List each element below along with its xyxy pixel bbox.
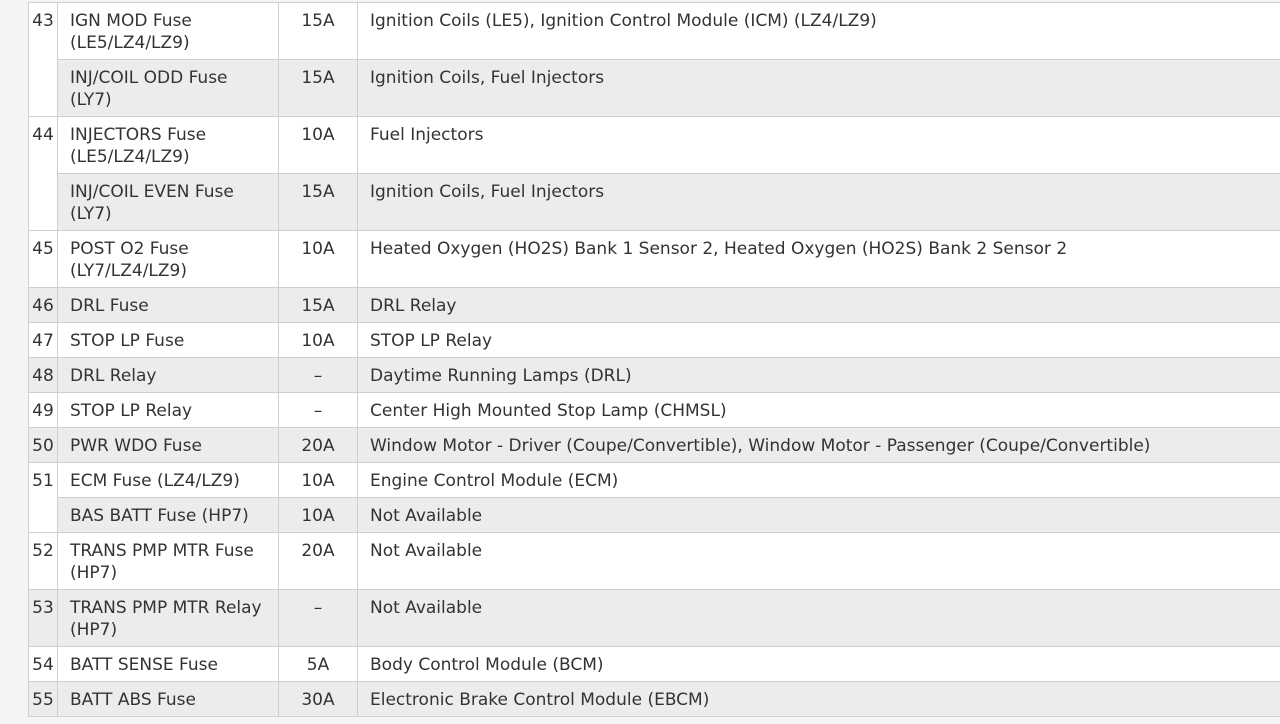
usage-cell: Fuel Injectors (357, 116, 1280, 174)
fuse-name-cell: POST O2 Fuse (LY7/LZ4/LZ9) (57, 230, 279, 288)
fuse-name-cell: INJ/COIL ODD Fuse (LY7) (57, 59, 279, 117)
table-row: 44 INJECTORS Fuse (LE5/LZ4/LZ9) 10A Fuel In… (28, 116, 1280, 231)
table-row: 48 DRL Relay – Daytime Running Lamps (DRL) (28, 357, 1280, 393)
fuse-number-cell: 47 (28, 322, 58, 358)
fuse-name-cell: IGN MOD Fuse (LE5/LZ4/LZ9) (57, 2, 279, 60)
fuse-number-cell: 54 (28, 646, 58, 682)
amperage-cell: 15A (278, 173, 358, 231)
amperage-cell: 20A (278, 532, 358, 590)
amperage-cell: – (278, 589, 358, 647)
amperage-cell: – (278, 392, 358, 428)
fuse-table: 43 IGN MOD Fuse (LE5/LZ4/LZ9) 15A Ignition … (28, 2, 1280, 717)
table-row: 53 TRANS PMP MTR Relay (HP7) – Not Availabl… (28, 589, 1280, 647)
usage-cell: STOP LP Relay (357, 322, 1280, 358)
table-row: 51 ECM Fuse (LZ4/LZ9) 10A Engine Control Mo… (28, 462, 1280, 533)
table-row: 46 DRL Fuse 15A DRL Relay (28, 287, 1280, 323)
fuse-number-cell: 53 (28, 589, 58, 647)
fuse-number-cell: 43 (28, 2, 58, 117)
table-row: 50 PWR WDO Fuse 20A Window Motor - Driver (… (28, 427, 1280, 463)
table-row: 47 STOP LP Fuse 10A STOP LP Relay (28, 322, 1280, 358)
fuse-name-cell: PWR WDO Fuse (57, 427, 279, 463)
usage-cell: Daytime Running Lamps (DRL) (357, 357, 1280, 393)
table-row: BAS BATT Fuse (HP7) 10A Not Available (29, 497, 1280, 533)
fuse-name-cell: STOP LP Relay (57, 392, 279, 428)
table-row: 43 IGN MOD Fuse (LE5/LZ4/LZ9) 15A Ignition … (28, 2, 1280, 117)
fuse-name-cell: BATT ABS Fuse (57, 681, 279, 717)
table-row: 54 BATT SENSE Fuse 5A Body Control Module (… (28, 646, 1280, 682)
fuse-name-cell: BATT SENSE Fuse (57, 646, 279, 682)
usage-cell: Center High Mounted Stop Lamp (CHMSL) (357, 392, 1280, 428)
fuse-number-cell: 50 (28, 427, 58, 463)
amperage-cell: 10A (278, 462, 358, 498)
fuse-number-cell: 46 (28, 287, 58, 323)
table-row: 49 STOP LP Relay – Center High Mounted Stop… (28, 392, 1280, 428)
fuse-number-cell: 51 (28, 462, 58, 533)
usage-cell: Engine Control Module (ECM) (357, 462, 1280, 498)
fuse-number-cell: 49 (28, 392, 58, 428)
usage-cell: Ignition Coils (LE5), Ignition Control M… (357, 2, 1280, 60)
amperage-cell: 20A (278, 427, 358, 463)
amperage-cell: 5A (278, 646, 358, 682)
amperage-cell: 10A (278, 497, 358, 533)
usage-cell: Body Control Module (BCM) (357, 646, 1280, 682)
amperage-cell: 10A (278, 230, 358, 288)
table-row: 52 TRANS PMP MTR Fuse (HP7) 20A Not Availab… (28, 532, 1280, 590)
fuse-name-cell: INJECTORS Fuse (LE5/LZ4/LZ9) (57, 116, 279, 174)
usage-cell: Not Available (357, 532, 1280, 590)
fuse-name-cell: DRL Relay (57, 357, 279, 393)
usage-cell: Not Available (357, 497, 1280, 533)
fuse-number-cell: 44 (28, 116, 58, 231)
amperage-cell: 15A (278, 2, 358, 60)
table-row: INJ/COIL ODD Fuse (LY7) 15A Ignition Coils… (29, 59, 1280, 117)
fuse-name-cell: INJ/COIL EVEN Fuse (LY7) (57, 173, 279, 231)
amperage-cell: 15A (278, 59, 358, 117)
table-row: INJ/COIL EVEN Fuse (LY7) 15A Ignition Coil… (29, 173, 1280, 231)
fuse-table-container: 43 IGN MOD Fuse (LE5/LZ4/LZ9) 15A Ignition … (28, 2, 1280, 717)
fuse-name-cell: TRANS PMP MTR Relay (HP7) (57, 589, 279, 647)
fuse-number-cell: 45 (28, 230, 58, 288)
amperage-cell: 30A (278, 681, 358, 717)
usage-cell: DRL Relay (357, 287, 1280, 323)
fuse-name-cell: DRL Fuse (57, 287, 279, 323)
fuse-number-cell: 55 (28, 681, 58, 717)
usage-cell: Window Motor - Driver (Coupe/Convertible… (357, 427, 1280, 463)
fuse-number-cell: 52 (28, 532, 58, 590)
amperage-cell: 10A (278, 116, 358, 174)
usage-cell: Electronic Brake Control Module (EBCM) (357, 681, 1280, 717)
table-row: 45 POST O2 Fuse (LY7/LZ4/LZ9) 10A Heated Ox… (28, 230, 1280, 288)
usage-cell: Heated Oxygen (HO2S) Bank 1 Sensor 2, He… (357, 230, 1280, 288)
fuse-name-cell: TRANS PMP MTR Fuse (HP7) (57, 532, 279, 590)
usage-cell: Ignition Coils, Fuel Injectors (357, 173, 1280, 231)
usage-cell: Not Available (357, 589, 1280, 647)
table-row: 55 BATT ABS Fuse 30A Electronic Brake Contr… (28, 681, 1280, 717)
fuse-number-cell: 48 (28, 357, 58, 393)
amperage-cell: – (278, 357, 358, 393)
fuse-name-cell: STOP LP Fuse (57, 322, 279, 358)
amperage-cell: 15A (278, 287, 358, 323)
fuse-name-cell: BAS BATT Fuse (HP7) (57, 497, 279, 533)
usage-cell: Ignition Coils, Fuel Injectors (357, 59, 1280, 117)
fuse-name-cell: ECM Fuse (LZ4/LZ9) (57, 462, 279, 498)
amperage-cell: 10A (278, 322, 358, 358)
